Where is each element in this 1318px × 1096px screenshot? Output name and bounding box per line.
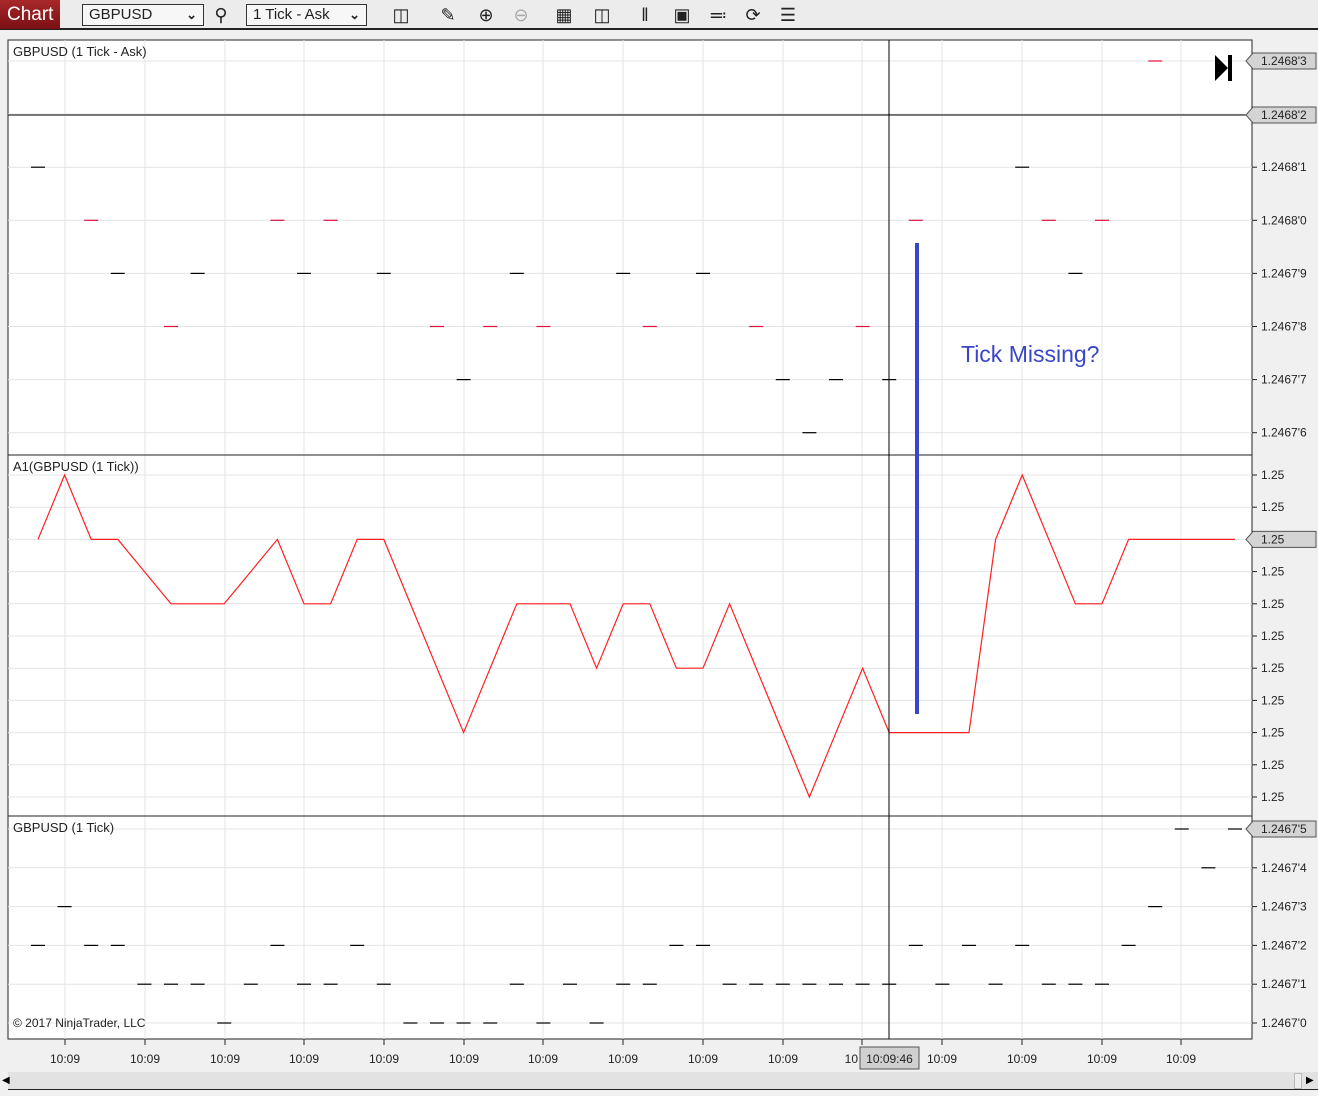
- time-axis-label: 10:09: [688, 1052, 718, 1066]
- bar-type-icon[interactable]: ◫: [392, 5, 410, 25]
- scroll-thumb[interactable]: [1294, 1073, 1302, 1089]
- panel-title: GBPUSD (1 Tick): [13, 820, 114, 835]
- price-axis-label: 1.25: [1261, 468, 1285, 482]
- search-icon[interactable]: ⚲: [214, 5, 228, 25]
- price-axis-label: 1.2467'6: [1261, 426, 1307, 440]
- scroll-to-end-icon[interactable]: [1215, 55, 1232, 81]
- right-margin-icon[interactable]: ‖: [641, 5, 649, 25]
- time-axis-label: 10:09: [608, 1052, 638, 1066]
- price-axis-label: 1.2467'9: [1261, 266, 1307, 280]
- horizontal-scrollbar[interactable]: ◀ ▶: [2, 1072, 1318, 1090]
- reload-icon[interactable]: ⟳: [745, 5, 761, 25]
- interval-selector[interactable]: 1 Tick - Ask ⌄: [246, 4, 367, 26]
- zoom-in-icon[interactable]: ⊕: [478, 5, 494, 25]
- price-marker: [1245, 52, 1317, 70]
- data-box-icon[interactable]: ◫: [593, 5, 611, 25]
- price-axis-label: 1.2467'2: [1261, 938, 1307, 952]
- price-axis-label: 1.25: [1261, 500, 1285, 514]
- indicator-line: [37, 473, 1235, 799]
- price-axis-label: 1.2468'1: [1261, 160, 1307, 174]
- panel-title: GBPUSD (1 Tick - Ask): [13, 44, 147, 59]
- price-axis-label: 1.25: [1261, 629, 1285, 643]
- time-axis-label: 10:09: [768, 1052, 798, 1066]
- interval-value: 1 Tick - Ask: [253, 6, 330, 23]
- copyright: © 2017 NinjaTrader, LLC: [13, 1016, 146, 1030]
- time-axis-label: 10:09: [927, 1052, 957, 1066]
- chart-area[interactable]: 1.2468'1 1.2468'0 1.2467'9 1.2467'8 1.2467'7…: [0, 32, 1318, 1072]
- time-axis-label: 10:09: [289, 1052, 319, 1066]
- price-axis-label: 1.2467'8: [1261, 320, 1307, 334]
- chevron-down-icon: ⌄: [349, 7, 360, 22]
- chevron-down-icon: ⌄: [186, 7, 197, 22]
- time-axis-label: 10:09: [130, 1052, 160, 1066]
- time-axis-label: 10:09: [210, 1052, 240, 1066]
- time-axis-label: 10:09: [1007, 1052, 1037, 1066]
- drawing-tools-icon[interactable]: ≕: [709, 5, 727, 25]
- price-axis-label: 1.25: [1261, 565, 1285, 579]
- price-marker-label: 1.2468'3: [1261, 54, 1307, 68]
- price-axis-label: 1.25: [1261, 758, 1285, 772]
- crosshair-price-marker: [1245, 106, 1317, 124]
- panel-title: A1(GBPUSD (1 Tick)): [13, 459, 139, 474]
- time-axis-label: 10:09: [1087, 1052, 1117, 1066]
- price-axis-label: 1.2468'0: [1261, 213, 1307, 227]
- crosshair-price-label: 1.2468'2: [1261, 108, 1307, 122]
- price-marker-label: 1.2467'5: [1261, 822, 1307, 836]
- toolbar: Chart GBPUSD ⌄ ⚲ 1 Tick - Ask ⌄ ◫ ✎ ⊕ ⊖ ▦ …: [0, 0, 1318, 30]
- price-marker-label: 1.25: [1261, 532, 1285, 546]
- pencil-icon[interactable]: ✎: [440, 5, 456, 25]
- price-axis-label: 1.2467'7: [1261, 373, 1307, 387]
- price-axis-label: 1.25: [1261, 693, 1285, 707]
- time-axis-label: 10:09: [50, 1052, 80, 1066]
- scroll-right-icon[interactable]: ▶: [1306, 1075, 1314, 1086]
- time-axis-label: 10:09: [369, 1052, 399, 1066]
- price-axis-label: 1.25: [1261, 790, 1285, 804]
- price-axis-label: 1.2467'1: [1261, 977, 1307, 991]
- price-marker: [1245, 820, 1317, 838]
- indicators-list-icon[interactable]: ☰: [779, 5, 797, 25]
- price-axis-label: 1.25: [1261, 661, 1285, 675]
- price-marker: [1245, 530, 1317, 548]
- crosshair-icon[interactable]: ▦: [555, 5, 573, 25]
- time-axis-label: 10:09: [528, 1052, 558, 1066]
- price-axis-label: 1.25: [1261, 726, 1285, 740]
- zoom-out-icon[interactable]: ⊖: [513, 5, 529, 25]
- price-axis-label: 1.25: [1261, 597, 1285, 611]
- instrument-value: GBPUSD: [89, 6, 153, 23]
- crosshair-time-label: 10:09:46: [866, 1052, 913, 1066]
- scroll-left-icon[interactable]: ◀: [2, 1075, 10, 1086]
- time-axis-label: 10:09: [449, 1052, 479, 1066]
- annotation-text: Tick Missing?: [961, 341, 1099, 367]
- time-axis-label: 10:09: [1166, 1052, 1196, 1066]
- price-axis-label: 1.2467'3: [1261, 900, 1307, 914]
- time-axis-label: 10: [845, 1052, 859, 1066]
- chart-tab[interactable]: Chart: [0, 0, 60, 29]
- chart-style-icon[interactable]: ▣: [673, 5, 691, 25]
- instrument-selector[interactable]: GBPUSD ⌄: [82, 4, 204, 26]
- crosshair-time-marker: [859, 1046, 920, 1070]
- price-axis-label: 1.2467'0: [1261, 1016, 1307, 1030]
- price-axis-label: 1.2467'4: [1261, 861, 1307, 875]
